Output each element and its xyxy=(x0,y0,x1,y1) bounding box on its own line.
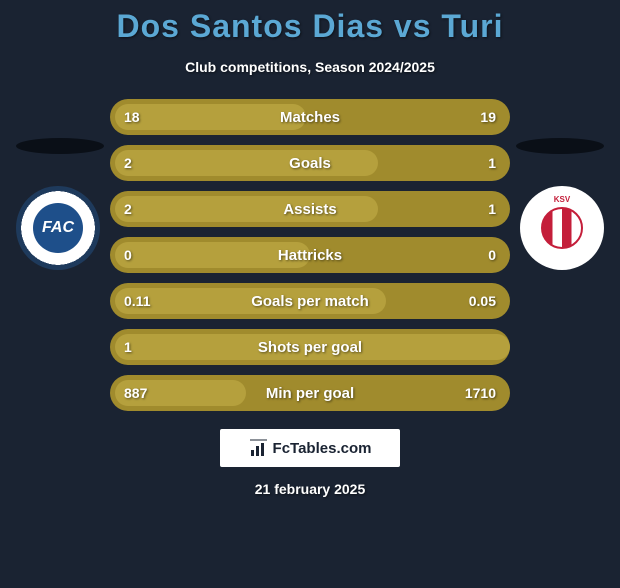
stat-row: 2 Goals 1 xyxy=(110,145,510,181)
stat-row: 0 Hattricks 0 xyxy=(110,237,510,273)
stats-container: 18 Matches 19 2 Goals 1 2 Assists 1 0 Ha… xyxy=(110,99,510,411)
stat-row: 18 Matches 19 xyxy=(110,99,510,135)
team-right-badge: KSV xyxy=(520,186,604,270)
stat-left-value: 1 xyxy=(124,339,132,355)
team-left-badge-text: FAC xyxy=(33,203,83,253)
page-subtitle: Club competitions, Season 2024/2025 xyxy=(0,59,620,75)
stat-row: 887 Min per goal 1710 xyxy=(110,375,510,411)
stat-label: Hattricks xyxy=(278,247,342,264)
stat-right-value: 0 xyxy=(488,247,496,263)
footer-date: 21 february 2025 xyxy=(0,481,620,497)
stat-row: 1 Shots per goal xyxy=(110,329,510,365)
chart-icon xyxy=(249,438,269,458)
stat-label: Min per goal xyxy=(266,385,354,402)
stat-right-value: 1 xyxy=(488,201,496,217)
stat-fill xyxy=(115,150,378,176)
stat-left-value: 0 xyxy=(124,247,132,263)
team-right-badge-shield xyxy=(541,207,583,249)
badge-shadow-left xyxy=(16,138,104,154)
stat-left-value: 2 xyxy=(124,155,132,171)
stat-fill xyxy=(115,104,306,130)
stat-left-value: 887 xyxy=(124,385,147,401)
badge-shadow-right xyxy=(516,138,604,154)
stat-right-value: 1710 xyxy=(465,385,496,401)
stat-row: 2 Assists 1 xyxy=(110,191,510,227)
stat-label: Matches xyxy=(280,109,340,126)
stat-right-value: 19 xyxy=(480,109,496,125)
stat-right-value: 0.05 xyxy=(469,293,496,309)
stat-left-value: 18 xyxy=(124,109,140,125)
stat-label: Goals xyxy=(289,155,331,172)
team-right-badge-label: KSV xyxy=(550,194,574,205)
stat-left-value: 2 xyxy=(124,201,132,217)
stat-fill xyxy=(115,196,378,222)
stat-left-value: 0.11 xyxy=(124,293,150,309)
site-logo[interactable]: FcTables.com xyxy=(220,429,400,467)
stat-row: 0.11 Goals per match 0.05 xyxy=(110,283,510,319)
team-left-badge: FAC xyxy=(16,186,100,270)
stat-label: Goals per match xyxy=(251,293,369,310)
stat-label: Assists xyxy=(283,201,336,218)
site-logo-text: FcTables.com xyxy=(273,440,372,457)
page-title: Dos Santos Dias vs Turi xyxy=(0,8,620,45)
stat-right-value: 1 xyxy=(488,155,496,171)
stat-label: Shots per goal xyxy=(258,339,362,356)
